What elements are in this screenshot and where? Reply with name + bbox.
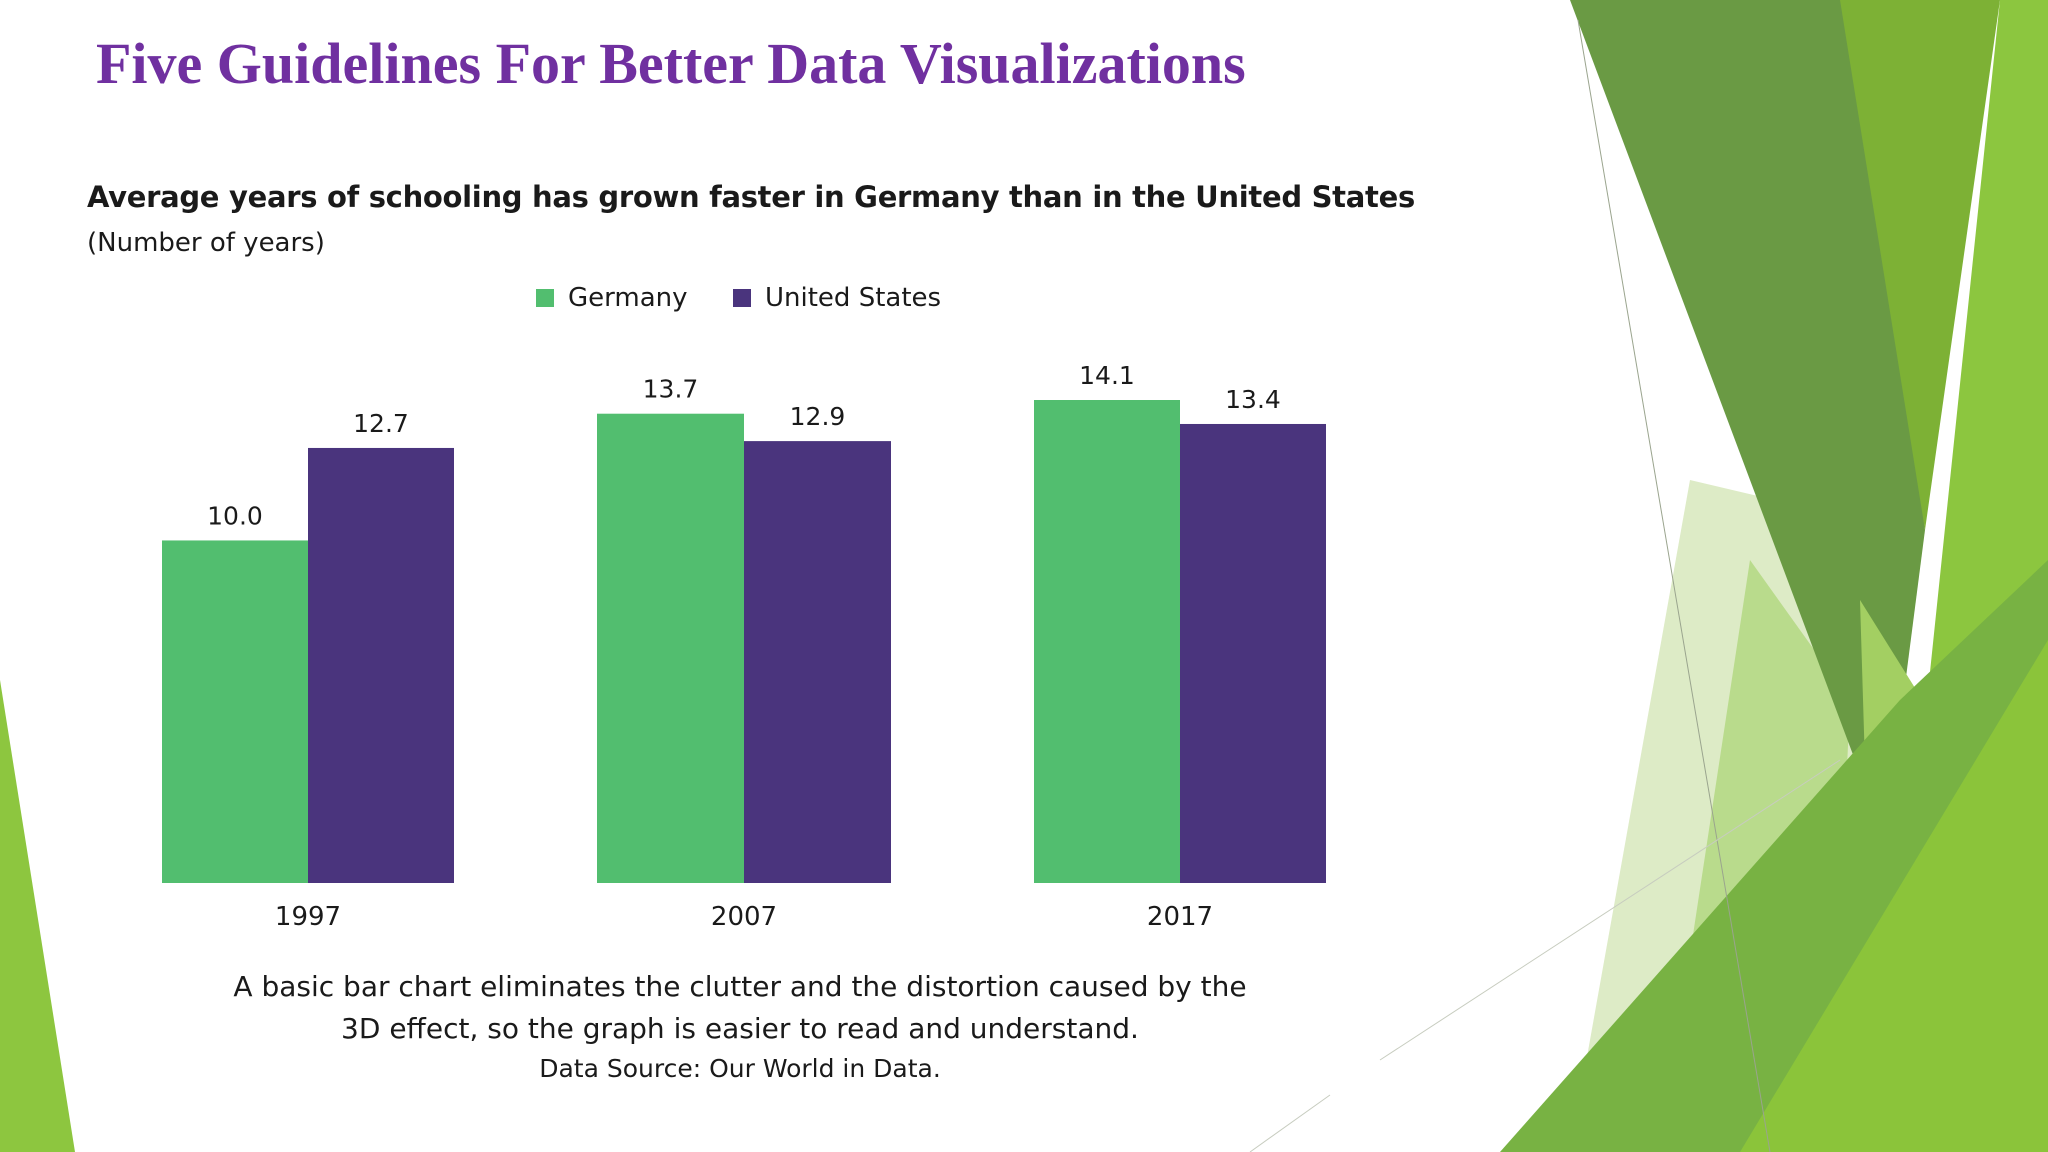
left-green-sliver (0, 680, 75, 1152)
bar-germany-2017 (1034, 400, 1180, 883)
bottom-facet-bright (1740, 640, 2048, 1152)
bar-germany-1997 (162, 540, 308, 883)
bar-united-states-1997 (308, 447, 454, 883)
slide-title: Five Guidelines For Better Data Visualiz… (96, 31, 1246, 96)
bar-united-states-2007 (744, 441, 891, 883)
chart-legend: Germany United States (0, 283, 2048, 319)
x-tick-label-2007: 2007 (711, 902, 777, 932)
data-label-germany-2017: 14.1 (1079, 361, 1135, 390)
data-label-united-states-1997: 12.7 (353, 409, 409, 438)
legend-label-germany: Germany (568, 283, 688, 313)
caption-line-2: 3D effect, so the graph is easier to rea… (341, 1012, 1139, 1045)
legend-item-germany: Germany (536, 283, 688, 313)
data-source-note: Data Source: Our World in Data. (539, 1054, 941, 1083)
deco-thin-line-1 (1577, 19, 1771, 1152)
bar-germany-2007 (597, 413, 744, 883)
right-facet-mid (1840, 0, 2000, 530)
chart-title: Average years of schooling has grown fas… (87, 180, 1415, 214)
right-facet-dark (1570, 0, 1925, 840)
deco-thin-line-2 (1379, 759, 1841, 1061)
chart-subtitle: (Number of years) (87, 228, 325, 258)
bar-chart: 10.0 12.7 1997 13.7 12.9 2007 14.1 13.4 2017 (162, 361, 1326, 932)
legend-item-united-states: United States (733, 283, 941, 313)
deco-thin-line-3 (1249, 1094, 1331, 1152)
legend-swatch-germany (536, 289, 554, 307)
x-tick-label-1997: 1997 (275, 902, 341, 932)
x-tick-label-2017: 2017 (1147, 902, 1213, 932)
bar-united-states-2017 (1180, 423, 1326, 883)
legend-swatch-united-states (733, 289, 751, 307)
data-label-germany-1997: 10.0 (207, 501, 263, 530)
data-label-united-states-2017: 13.4 (1225, 385, 1281, 414)
legend-label-united-states: United States (765, 283, 942, 313)
caption-line-1: A basic bar chart eliminates the clutter… (233, 970, 1247, 1003)
data-label-germany-2007: 13.7 (643, 375, 699, 404)
data-label-united-states-2007: 12.9 (790, 402, 846, 431)
